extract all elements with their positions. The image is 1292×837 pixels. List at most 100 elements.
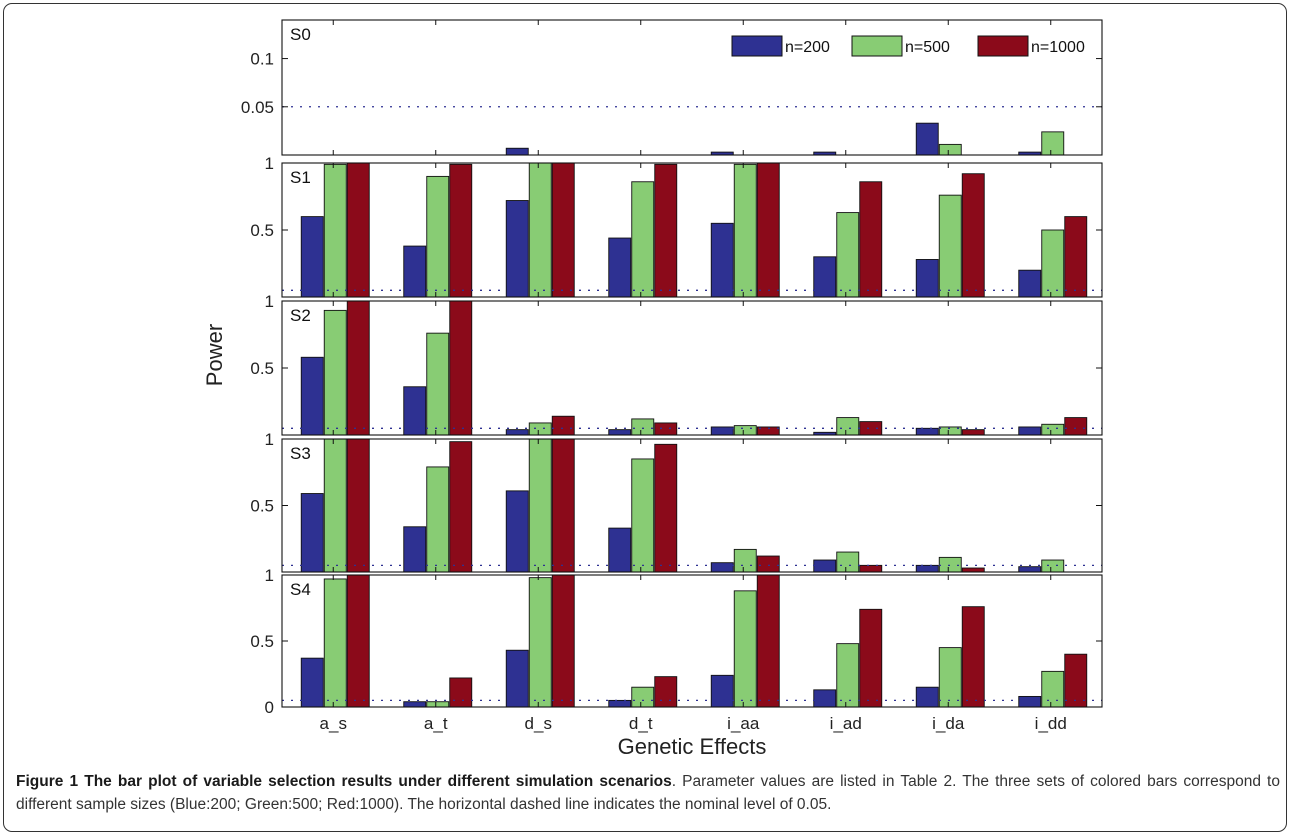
y-tick-label: 0.5 bbox=[250, 221, 274, 240]
x-tick-label: i_da bbox=[932, 714, 965, 733]
bar-s4-i_da-n=200 bbox=[915, 686, 939, 708]
bar-s3-d_s-n=1000 bbox=[551, 438, 575, 573]
bar-s1-d_s-n=200 bbox=[505, 200, 529, 298]
x-tick-label: d_s bbox=[525, 714, 552, 733]
bar-s3-a_t-n=200 bbox=[403, 526, 427, 573]
bar-s3-a_s-n=500 bbox=[323, 438, 347, 573]
legend-swatch-n=500 bbox=[851, 35, 903, 57]
bar-s1-i_aa-n=200 bbox=[710, 222, 734, 298]
bar-s1-a_t-n=200 bbox=[403, 245, 427, 298]
bar-s1-i_da-n=1000 bbox=[961, 173, 985, 298]
bar-s2-i_ad-n=500 bbox=[836, 417, 860, 436]
bar-s4-d_s-n=200 bbox=[505, 649, 529, 708]
y-tick-label: 0.1 bbox=[250, 50, 274, 69]
bar-s3-i_aa-n=1000 bbox=[756, 555, 780, 573]
bar-s3-a_t-n=1000 bbox=[449, 441, 473, 573]
bar-s1-i_dd-n=1000 bbox=[1064, 216, 1088, 298]
bar-s2-d_s-n=200 bbox=[505, 429, 529, 436]
bar-s4-i_dd-n=500 bbox=[1041, 670, 1065, 708]
bar-s4-i_da-n=500 bbox=[938, 647, 962, 708]
x-tick-label: a_s bbox=[320, 714, 347, 733]
bar-s4-i_dd-n=1000 bbox=[1064, 653, 1088, 708]
bar-s4-i_aa-n=200 bbox=[710, 674, 734, 708]
x-tick-label: i_ad bbox=[830, 714, 862, 733]
bar-s2-a_t-n=1000 bbox=[449, 300, 473, 436]
bar-s1-i_ad-n=200 bbox=[813, 256, 837, 298]
bar-s0-d_s-n=200 bbox=[505, 147, 529, 156]
bar-s3-d_t-n=1000 bbox=[654, 443, 678, 573]
figure-caption: Figure 1 The bar plot of variable select… bbox=[16, 770, 1280, 816]
bar-s3-i_da-n=1000 bbox=[961, 567, 985, 573]
bar-s3-d_s-n=500 bbox=[528, 438, 552, 573]
bar-s3-d_s-n=200 bbox=[505, 490, 529, 573]
bar-s1-i_da-n=500 bbox=[938, 194, 962, 298]
bar-s4-i_ad-n=500 bbox=[836, 643, 860, 708]
legend-label-n=200: n=200 bbox=[785, 39, 830, 56]
bar-s4-a_s-n=200 bbox=[300, 657, 324, 708]
bar-s3-d_t-n=200 bbox=[608, 527, 632, 573]
bar-s3-a_t-n=500 bbox=[426, 466, 450, 573]
bar-s1-d_s-n=1000 bbox=[551, 162, 575, 298]
bar-s3-i_ad-n=500 bbox=[836, 551, 860, 573]
bar-s3-i_ad-n=1000 bbox=[859, 564, 883, 573]
bar-s1-d_t-n=500 bbox=[631, 181, 655, 298]
x-axis-title: Genetic Effects bbox=[618, 734, 767, 759]
bar-s4-i_ad-n=1000 bbox=[859, 608, 883, 708]
bar-s0-i_dd-n=500 bbox=[1041, 131, 1065, 156]
bar-s1-d_t-n=1000 bbox=[654, 163, 678, 298]
bar-s4-d_t-n=1000 bbox=[654, 676, 678, 708]
bar-s2-d_s-n=1000 bbox=[551, 415, 575, 436]
x-tick-label: d_t bbox=[629, 714, 653, 733]
bar-s1-d_s-n=500 bbox=[528, 162, 552, 298]
bar-s4-a_t-n=500 bbox=[426, 701, 450, 708]
x-tick-label: i_dd bbox=[1035, 714, 1067, 733]
bar-s2-a_t-n=200 bbox=[403, 386, 427, 436]
bar-s2-d_t-n=1000 bbox=[654, 422, 678, 436]
y-tick-label: 0 bbox=[265, 698, 274, 717]
bar-s4-i_ad-n=200 bbox=[813, 689, 837, 708]
bar-s1-i_ad-n=500 bbox=[836, 212, 860, 298]
bar-s1-i_dd-n=200 bbox=[1018, 269, 1042, 298]
caption-title: Figure 1 The bar plot of variable select… bbox=[16, 773, 672, 790]
y-tick-label: 1 bbox=[265, 566, 274, 585]
y-tick-label: 0.5 bbox=[250, 359, 274, 378]
bar-s1-d_t-n=200 bbox=[608, 237, 632, 298]
bar-s3-i_ad-n=200 bbox=[813, 559, 837, 573]
bar-s4-a_s-n=1000 bbox=[346, 574, 370, 708]
bar-s3-i_da-n=500 bbox=[938, 556, 962, 573]
bar-s3-i_aa-n=500 bbox=[733, 548, 757, 573]
bar-s3-i_dd-n=500 bbox=[1041, 559, 1065, 573]
bar-s2-i_da-n=1000 bbox=[961, 429, 985, 436]
bar-s1-i_aa-n=500 bbox=[733, 163, 757, 298]
bar-s1-a_s-n=1000 bbox=[346, 162, 370, 298]
x-tick-label: i_aa bbox=[727, 714, 760, 733]
bar-s0-i_da-n=500 bbox=[938, 143, 962, 156]
bar-s1-a_t-n=500 bbox=[426, 175, 450, 298]
bar-s3-a_s-n=1000 bbox=[346, 438, 370, 573]
panel-label-s4: S4 bbox=[290, 580, 311, 599]
bar-s3-i_da-n=200 bbox=[915, 564, 939, 573]
bar-s2-d_s-n=500 bbox=[528, 422, 552, 436]
legend-swatch-n=1000 bbox=[977, 35, 1029, 57]
bar-s4-i_dd-n=200 bbox=[1018, 695, 1042, 708]
bar-s1-a_s-n=500 bbox=[323, 163, 347, 298]
bar-s1-i_da-n=200 bbox=[915, 259, 939, 298]
x-tick-label: a_t bbox=[424, 714, 448, 733]
caption-text: . Parameter values are listed in Table 2… bbox=[16, 773, 1280, 813]
bar-s2-d_t-n=200 bbox=[608, 429, 632, 436]
y-tick-label: 1 bbox=[265, 430, 274, 449]
bar-s1-i_aa-n=1000 bbox=[756, 162, 780, 298]
bar-s4-a_t-n=200 bbox=[403, 701, 427, 708]
y-tick-label: 1 bbox=[265, 292, 274, 311]
bar-s2-i_dd-n=500 bbox=[1041, 423, 1065, 436]
bar-s1-a_t-n=1000 bbox=[449, 163, 473, 298]
figure-frame bbox=[3, 3, 1287, 832]
bar-s4-d_s-n=500 bbox=[528, 577, 552, 708]
panel-label-s1: S1 bbox=[290, 168, 311, 187]
bar-s3-i_aa-n=200 bbox=[710, 562, 734, 573]
bar-s4-a_t-n=1000 bbox=[449, 677, 473, 708]
bar-s4-d_t-n=500 bbox=[631, 686, 655, 708]
panel-label-s3: S3 bbox=[290, 444, 311, 463]
legend-label-n=1000: n=1000 bbox=[1031, 39, 1085, 56]
bar-s2-i_dd-n=1000 bbox=[1064, 417, 1088, 436]
